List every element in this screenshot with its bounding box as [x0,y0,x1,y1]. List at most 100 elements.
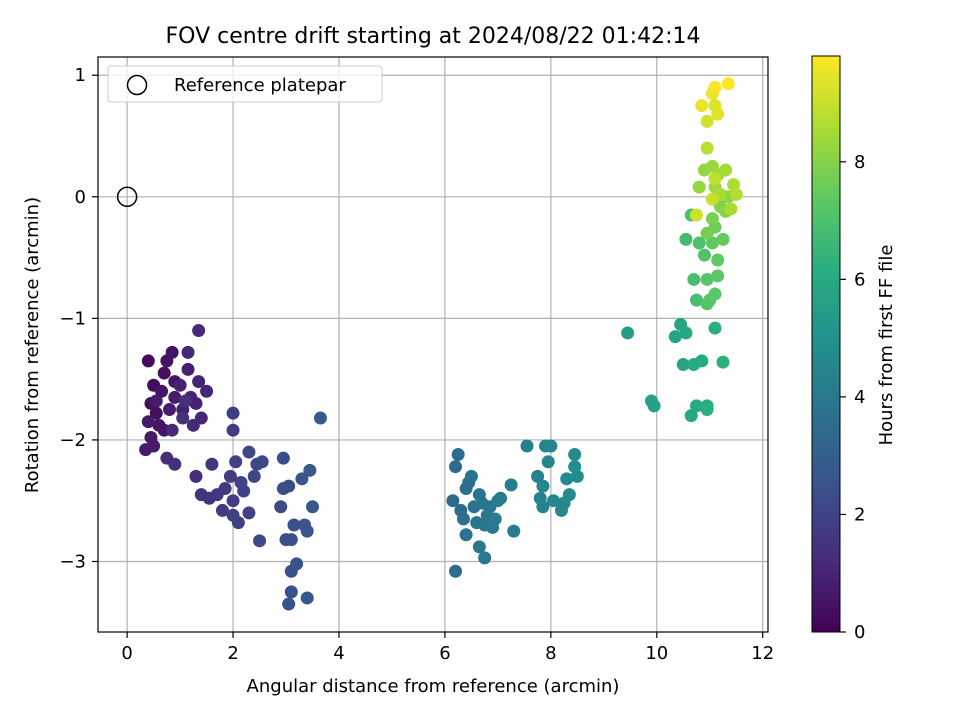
data-point [708,80,722,94]
data-point [223,469,237,483]
data-point [226,423,240,437]
data-point [568,460,582,474]
data-point [168,390,182,404]
data-point [711,269,725,283]
y-axis-label: Rotation from reference (arcmin) [22,197,43,493]
colorbar-tick-label: 0 [854,622,865,643]
data-point [186,418,200,432]
data-point [242,445,256,459]
data-point [692,236,706,250]
data-point [226,406,240,420]
x-tick-label: 8 [545,643,556,664]
data-point [700,226,714,240]
data-point [472,540,486,554]
data-point [300,591,314,605]
chart-title: FOV centre drift starting at 2024/08/22 … [166,24,701,49]
data-point [189,469,203,483]
legend-marker-icon [126,74,148,96]
colorbar-tick-label: 6 [854,269,865,290]
y-tick-label: −3 [59,551,86,572]
y-tick-label: −2 [59,430,86,451]
data-point [689,293,703,307]
colorbar-label: Hours from first FF file [876,245,897,446]
data-points [139,77,743,611]
data-point [570,469,584,483]
x-tick-label: 12 [751,643,774,664]
data-point [313,411,327,425]
colorbar-tick-label: 2 [854,504,865,525]
data-point [531,469,545,483]
x-tick-label: 2 [227,643,238,664]
data-point [695,354,709,368]
data-point [700,272,714,286]
data-point [504,478,518,492]
data-point [287,518,301,532]
data-point [708,172,722,186]
data-point [708,321,722,335]
data-point [700,141,714,155]
data-point [242,506,256,520]
data-point [253,534,267,548]
data-point [215,503,229,517]
data-point [290,557,304,571]
data-point [562,488,576,502]
data-point [692,180,706,194]
data-point [536,500,550,514]
data-point [181,345,195,359]
data-point [141,415,155,429]
data-point [226,508,240,522]
data-point [192,324,206,338]
data-point [449,564,463,578]
data-point [700,114,714,128]
data-point [520,439,534,453]
data-point [274,500,288,514]
data-point [284,533,298,547]
grid [98,57,768,632]
colorbar-tick-label: 4 [854,387,865,408]
data-point [544,439,558,453]
data-point [689,399,703,413]
data-point [178,394,192,408]
data-point [459,528,473,542]
y-tick-label: 1 [75,65,86,86]
data-point [300,524,314,538]
data-point [189,396,203,410]
data-point [200,384,214,398]
data-point [163,403,177,417]
data-point [226,494,240,508]
data-point [668,330,682,344]
data-point [721,77,735,91]
data-point [306,500,320,514]
data-point [719,163,733,177]
data-point [282,597,296,611]
data-point [449,460,463,474]
legend: Reference platepar [107,65,383,103]
data-point [687,272,701,286]
data-point [729,187,743,201]
x-tick-label: 10 [645,643,668,664]
data-point [456,512,470,526]
data-point [141,354,155,368]
data-point [541,455,555,469]
x-tick-label: 0 [121,643,132,664]
data-point [255,455,269,469]
data-point [647,399,661,413]
data-point [478,551,492,565]
data-point [711,107,725,121]
data-point [689,208,703,222]
x-axis-label: Angular distance from reference (arcmin) [247,676,620,697]
data-point [536,479,550,493]
data-point [247,469,261,483]
data-point [560,472,574,486]
data-point [157,366,171,380]
data-point [147,439,161,453]
data-point [165,345,179,359]
data-point [149,394,163,408]
data-point [205,457,219,471]
data-point [464,469,478,483]
data-point [727,178,741,192]
data-point [451,448,465,462]
legend-entry: Reference platepar [174,75,346,96]
data-point [708,287,722,301]
